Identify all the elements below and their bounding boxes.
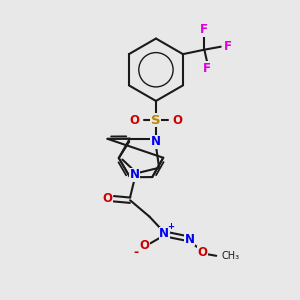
Text: +: + xyxy=(167,222,174,231)
Text: O: O xyxy=(103,192,113,205)
Text: F: F xyxy=(200,23,208,36)
Text: O: O xyxy=(198,246,208,259)
Text: S: S xyxy=(151,114,161,127)
Text: N: N xyxy=(159,227,169,240)
Text: CH₃: CH₃ xyxy=(221,251,239,261)
Text: N: N xyxy=(151,135,161,148)
Text: O: O xyxy=(140,239,149,252)
Text: N: N xyxy=(184,233,194,246)
Text: N: N xyxy=(130,169,140,182)
Text: O: O xyxy=(172,114,183,127)
Text: F: F xyxy=(203,62,211,75)
Text: O: O xyxy=(129,114,139,127)
Text: F: F xyxy=(224,40,232,53)
Text: -: - xyxy=(134,246,139,259)
